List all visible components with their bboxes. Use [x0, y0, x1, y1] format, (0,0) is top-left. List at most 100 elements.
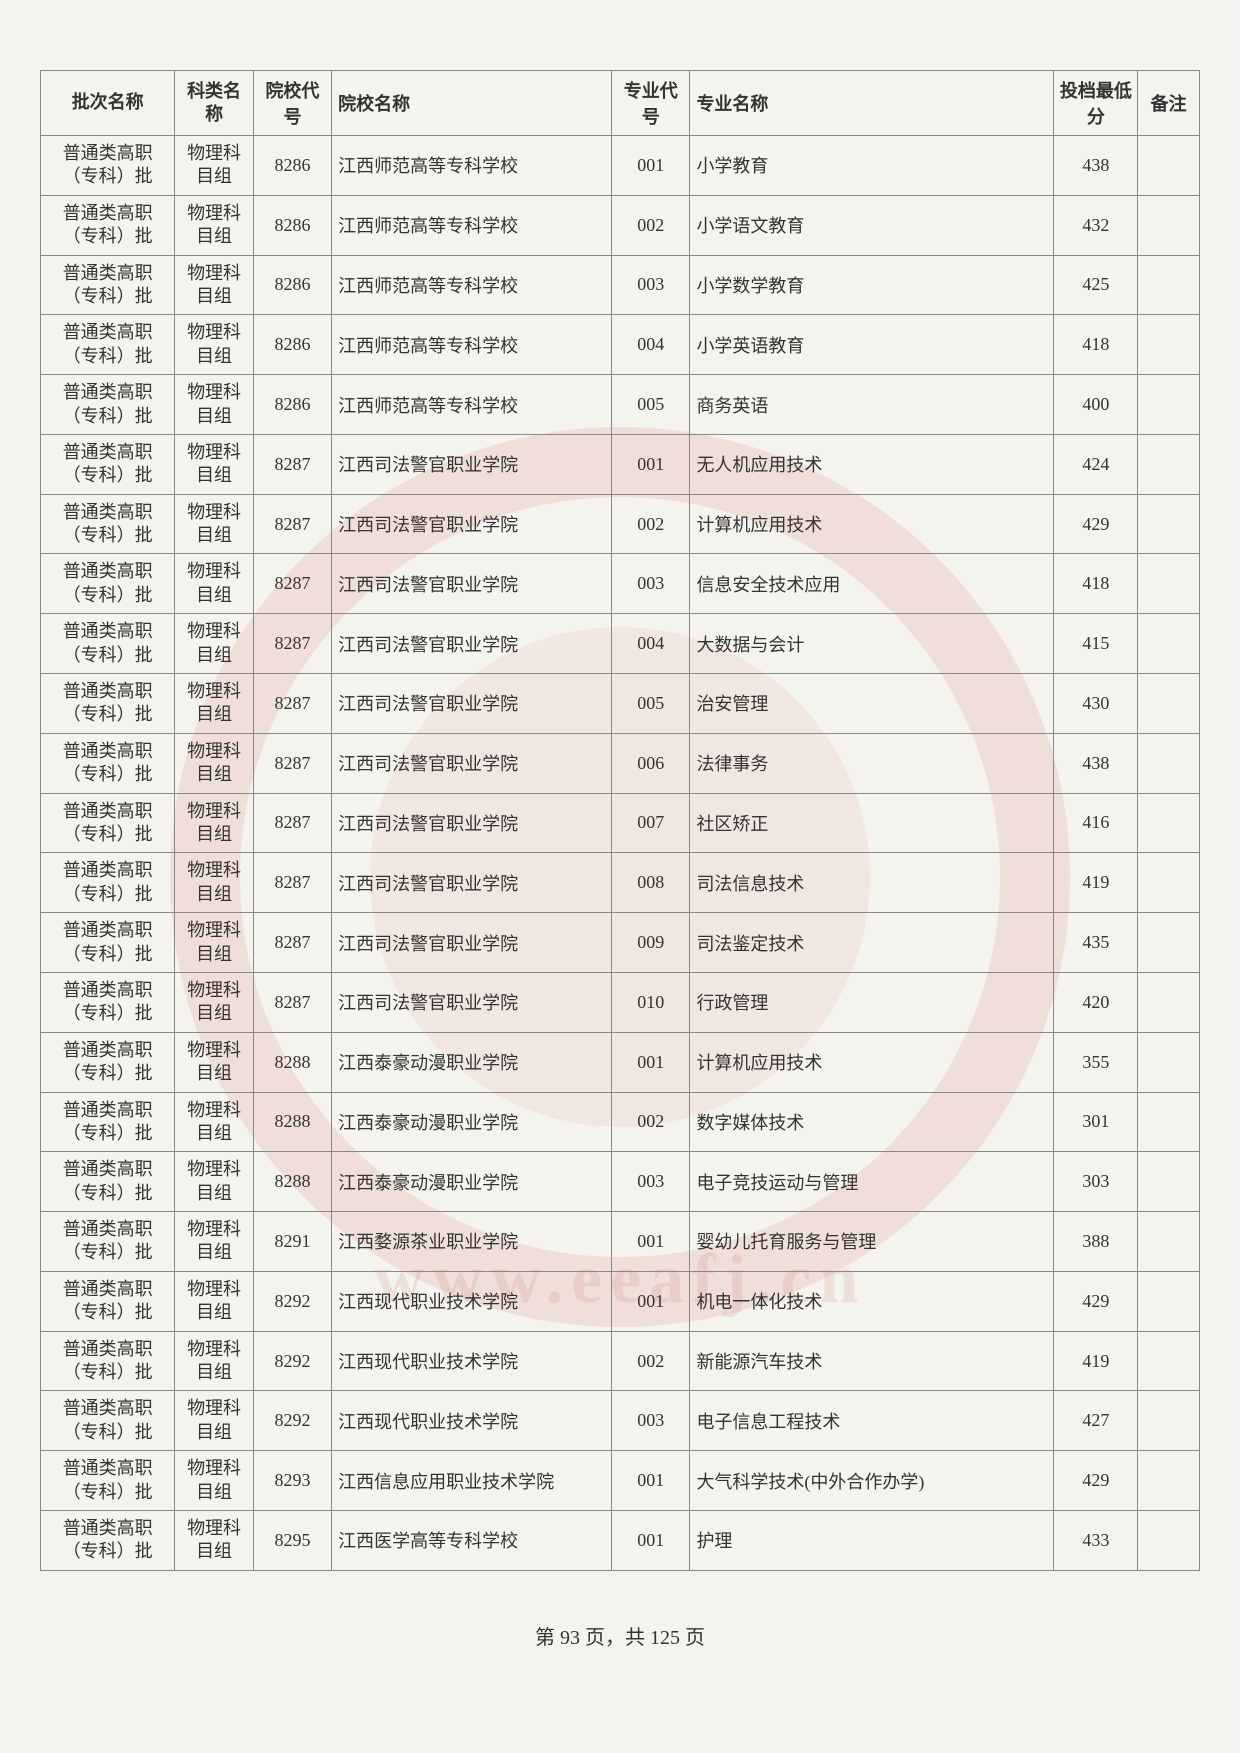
cell-school-name: 江西司法警官职业学院 — [332, 793, 612, 853]
table-row: 普通类高职（专科）批物理科目组8287江西司法警官职业学院009司法鉴定技术43… — [41, 913, 1200, 973]
cell-school-code: 8292 — [253, 1331, 331, 1391]
cell-school-code: 8287 — [253, 674, 331, 734]
cell-score: 429 — [1054, 1271, 1138, 1331]
cell-score: 432 — [1054, 195, 1138, 255]
cell-remark — [1138, 1092, 1200, 1152]
cell-major-code: 001 — [612, 1510, 690, 1570]
table-row: 普通类高职（专科）批物理科目组8287江西司法警官职业学院004大数据与会计41… — [41, 614, 1200, 674]
cell-school-name: 江西司法警官职业学院 — [332, 614, 612, 674]
footer-suffix: 页 — [680, 1627, 705, 1649]
cell-batch: 普通类高职（专科）批 — [41, 733, 175, 793]
cell-score: 420 — [1054, 972, 1138, 1032]
cell-batch: 普通类高职（专科）批 — [41, 853, 175, 913]
cell-batch: 普通类高职（专科）批 — [41, 1032, 175, 1092]
footer-middle: 页，共 — [580, 1627, 650, 1649]
cell-school-code: 8288 — [253, 1032, 331, 1092]
cell-major-code: 002 — [612, 1092, 690, 1152]
cell-school-code: 8287 — [253, 614, 331, 674]
cell-subject: 物理科目组 — [175, 674, 253, 734]
page-footer: 第 93 页，共 125 页 — [40, 1621, 1200, 1650]
header-major-code: 专业代号 — [612, 71, 690, 136]
cell-school-name: 江西司法警官职业学院 — [332, 674, 612, 734]
cell-remark — [1138, 255, 1200, 315]
table-row: 普通类高职（专科）批物理科目组8287江西司法警官职业学院005治安管理430 — [41, 674, 1200, 734]
cell-score: 415 — [1054, 614, 1138, 674]
cell-major-name: 数字媒体技术 — [690, 1092, 1054, 1152]
cell-subject: 物理科目组 — [175, 1510, 253, 1570]
table-row: 普通类高职（专科）批物理科目组8291江西婺源茶业职业学院001婴幼儿托育服务与… — [41, 1212, 1200, 1272]
cell-major-name: 商务英语 — [690, 375, 1054, 435]
cell-major-name: 大气科学技术(中外合作办学) — [690, 1451, 1054, 1511]
cell-batch: 普通类高职（专科）批 — [41, 674, 175, 734]
cell-major-code: 002 — [612, 1331, 690, 1391]
cell-remark — [1138, 136, 1200, 196]
table-header: 批次名称 科类名称 院校代号 院校名称 专业代号 专业名称 投档最低分 备注 — [41, 71, 1200, 136]
cell-score: 438 — [1054, 136, 1138, 196]
cell-remark — [1138, 1152, 1200, 1212]
cell-remark — [1138, 554, 1200, 614]
cell-major-name: 婴幼儿托育服务与管理 — [690, 1212, 1054, 1272]
cell-score: 388 — [1054, 1212, 1138, 1272]
cell-major-code: 001 — [612, 1451, 690, 1511]
cell-school-name: 江西泰豪动漫职业学院 — [332, 1092, 612, 1152]
cell-school-name: 江西司法警官职业学院 — [332, 494, 612, 554]
cell-school-name: 江西泰豪动漫职业学院 — [332, 1032, 612, 1092]
cell-remark — [1138, 494, 1200, 554]
cell-subject: 物理科目组 — [175, 1152, 253, 1212]
cell-major-name: 社区矫正 — [690, 793, 1054, 853]
cell-remark — [1138, 913, 1200, 973]
cell-major-name: 司法鉴定技术 — [690, 913, 1054, 973]
cell-major-code: 009 — [612, 913, 690, 973]
cell-score: 419 — [1054, 853, 1138, 913]
cell-major-name: 电子竞技运动与管理 — [690, 1152, 1054, 1212]
cell-subject: 物理科目组 — [175, 1032, 253, 1092]
cell-major-name: 法律事务 — [690, 733, 1054, 793]
cell-school-name: 江西泰豪动漫职业学院 — [332, 1152, 612, 1212]
cell-major-name: 电子信息工程技术 — [690, 1391, 1054, 1451]
cell-score: 400 — [1054, 375, 1138, 435]
cell-major-name: 司法信息技术 — [690, 853, 1054, 913]
cell-school-code: 8287 — [253, 554, 331, 614]
cell-school-name: 江西司法警官职业学院 — [332, 733, 612, 793]
cell-major-code: 001 — [612, 1271, 690, 1331]
cell-batch: 普通类高职（专科）批 — [41, 136, 175, 196]
cell-major-name: 无人机应用技术 — [690, 434, 1054, 494]
cell-school-code: 8295 — [253, 1510, 331, 1570]
cell-remark — [1138, 1271, 1200, 1331]
cell-subject: 物理科目组 — [175, 733, 253, 793]
cell-major-code: 005 — [612, 375, 690, 435]
cell-batch: 普通类高职（专科）批 — [41, 614, 175, 674]
cell-subject: 物理科目组 — [175, 1271, 253, 1331]
header-school-name: 院校名称 — [332, 71, 612, 136]
cell-major-name: 新能源汽车技术 — [690, 1331, 1054, 1391]
table-row: 普通类高职（专科）批物理科目组8295江西医学高等专科学校001护理433 — [41, 1510, 1200, 1570]
cell-major-code: 008 — [612, 853, 690, 913]
cell-subject: 物理科目组 — [175, 972, 253, 1032]
cell-school-code: 8286 — [253, 255, 331, 315]
cell-major-name: 计算机应用技术 — [690, 494, 1054, 554]
cell-score: 427 — [1054, 1391, 1138, 1451]
cell-school-code: 8287 — [253, 434, 331, 494]
cell-remark — [1138, 793, 1200, 853]
cell-remark — [1138, 195, 1200, 255]
table-row: 普通类高职（专科）批物理科目组8287江西司法警官职业学院003信息安全技术应用… — [41, 554, 1200, 614]
cell-batch: 普通类高职（专科）批 — [41, 913, 175, 973]
cell-school-name: 江西司法警官职业学院 — [332, 853, 612, 913]
cell-remark — [1138, 315, 1200, 375]
cell-school-name: 江西师范高等专科学校 — [332, 136, 612, 196]
cell-major-code: 004 — [612, 315, 690, 375]
table-row: 普通类高职（专科）批物理科目组8286江西师范高等专科学校004小学英语教育41… — [41, 315, 1200, 375]
cell-major-code: 003 — [612, 554, 690, 614]
cell-subject: 物理科目组 — [175, 1092, 253, 1152]
cell-school-name: 江西司法警官职业学院 — [332, 554, 612, 614]
table-row: 普通类高职（专科）批物理科目组8287江西司法警官职业学院010行政管理420 — [41, 972, 1200, 1032]
cell-major-name: 信息安全技术应用 — [690, 554, 1054, 614]
cell-school-name: 江西司法警官职业学院 — [332, 434, 612, 494]
table-row: 普通类高职（专科）批物理科目组8292江西现代职业技术学院001机电一体化技术4… — [41, 1271, 1200, 1331]
cell-score: 430 — [1054, 674, 1138, 734]
table-row: 普通类高职（专科）批物理科目组8287江西司法警官职业学院006法律事务438 — [41, 733, 1200, 793]
cell-major-code: 002 — [612, 494, 690, 554]
cell-score: 429 — [1054, 494, 1138, 554]
cell-major-code: 004 — [612, 614, 690, 674]
cell-major-name: 治安管理 — [690, 674, 1054, 734]
